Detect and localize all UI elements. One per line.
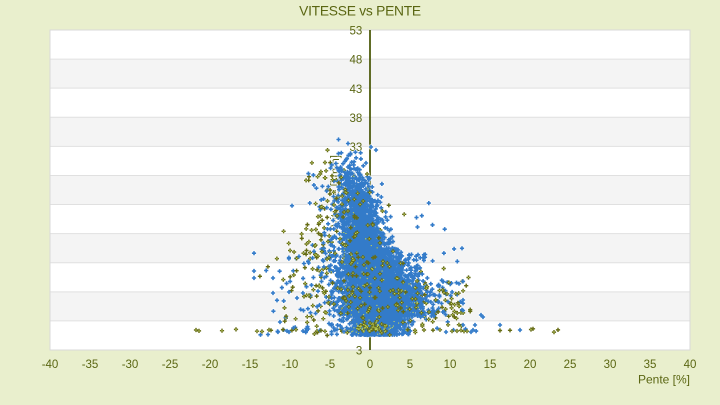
svg-text:10: 10 — [444, 359, 457, 371]
svg-text:-40: -40 — [42, 359, 59, 371]
svg-text:-15: -15 — [242, 359, 259, 371]
svg-text:15: 15 — [484, 359, 497, 371]
svg-text:25: 25 — [564, 359, 577, 371]
svg-text:0: 0 — [367, 359, 373, 371]
svg-text:30: 30 — [604, 359, 617, 371]
svg-text:20: 20 — [524, 359, 537, 371]
svg-text:-10: -10 — [282, 359, 299, 371]
svg-text:-25: -25 — [162, 359, 179, 371]
svg-text:48: 48 — [350, 55, 363, 67]
svg-text:38: 38 — [350, 113, 363, 125]
svg-text:33: 33 — [350, 142, 363, 154]
svg-text:Pente [%]: Pente [%] — [638, 373, 690, 387]
svg-text:-5: -5 — [325, 359, 335, 371]
svg-text:40: 40 — [684, 359, 697, 371]
svg-text:43: 43 — [350, 84, 363, 96]
svg-text:3: 3 — [356, 346, 362, 358]
svg-text:-35: -35 — [82, 359, 99, 371]
svg-text:VITESSE vs PENTE: VITESSE vs PENTE — [299, 3, 421, 18]
svg-text:53: 53 — [350, 26, 363, 38]
svg-text:35: 35 — [644, 359, 657, 371]
svg-text:5: 5 — [407, 359, 413, 371]
svg-text:-20: -20 — [202, 359, 219, 371]
svg-text:-30: -30 — [122, 359, 139, 371]
